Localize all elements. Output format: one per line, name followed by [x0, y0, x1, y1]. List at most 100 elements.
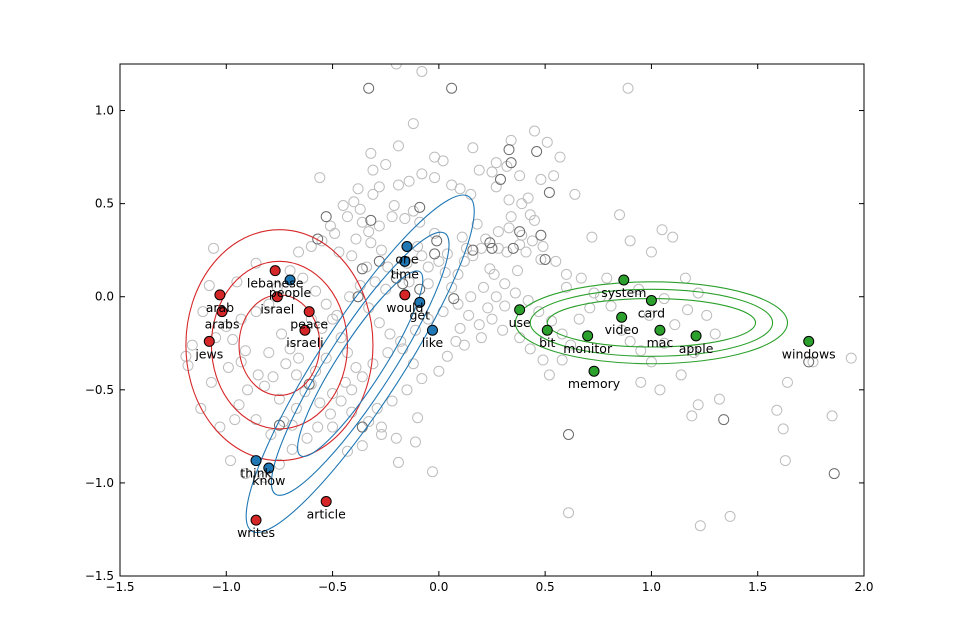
- background-point: [341, 445, 353, 457]
- background-point: [239, 345, 251, 357]
- background-point: [446, 179, 458, 191]
- word-label: one: [395, 251, 419, 266]
- background-point-dark: [320, 211, 332, 223]
- background-point: [252, 369, 264, 381]
- background-point: [373, 220, 385, 232]
- background-point: [263, 298, 275, 310]
- background-point: [686, 410, 698, 422]
- background-point: [205, 376, 217, 388]
- background-point: [654, 384, 666, 396]
- background-point: [407, 205, 419, 217]
- background-point: [535, 253, 547, 265]
- background-point: [335, 395, 347, 407]
- background-point: [320, 298, 332, 310]
- background-point: [503, 222, 515, 234]
- background-point: [314, 397, 326, 409]
- background-point: [514, 239, 526, 251]
- background-point-dark: [448, 293, 460, 305]
- background-point: [195, 402, 207, 414]
- y-tick-label: −0.5: [85, 383, 114, 397]
- word-point: [284, 274, 296, 286]
- background-point: [310, 285, 322, 297]
- background-point: [492, 226, 504, 238]
- background-point-dark: [429, 248, 441, 260]
- background-point-dark: [507, 242, 519, 254]
- background-point: [467, 142, 479, 154]
- background-point: [409, 324, 421, 336]
- background-point: [501, 160, 513, 172]
- background-point: [397, 343, 409, 355]
- background-point: [601, 272, 613, 284]
- background-point: [239, 468, 251, 480]
- background-point: [692, 287, 704, 299]
- background-point: [520, 246, 532, 258]
- background-point: [416, 65, 428, 77]
- background-point: [235, 356, 247, 368]
- background-point-dark: [431, 235, 443, 247]
- background-point: [386, 395, 398, 407]
- background-point: [524, 343, 536, 355]
- background-point: [475, 242, 487, 254]
- background-point: [367, 164, 379, 176]
- cluster-ellipse: [270, 231, 450, 496]
- background-point: [348, 196, 360, 208]
- word-label: peace: [290, 317, 328, 332]
- background-point: [514, 170, 526, 182]
- word-point: [616, 311, 628, 323]
- background-point: [365, 237, 377, 249]
- background-point: [327, 388, 339, 400]
- word-label: monitor: [563, 341, 613, 356]
- word-point: [588, 365, 600, 377]
- background-point: [475, 332, 487, 344]
- background-point: [616, 324, 628, 336]
- background-point: [556, 354, 568, 366]
- background-point: [208, 242, 220, 254]
- background-point: [667, 231, 679, 243]
- background-point: [537, 354, 549, 366]
- y-tick-label: −1.5: [85, 569, 114, 583]
- x-tick-label: −0.5: [318, 580, 347, 594]
- background-point: [645, 246, 657, 258]
- background-point: [327, 421, 339, 433]
- background-point: [486, 166, 498, 178]
- background-point-dark: [352, 291, 364, 303]
- word-point: [303, 306, 315, 318]
- background-point: [416, 250, 428, 262]
- word-label: writes: [237, 525, 275, 540]
- background-point: [363, 226, 375, 238]
- background-point: [203, 280, 215, 292]
- background-point: [324, 408, 336, 420]
- word-label: arabs: [205, 317, 240, 332]
- background-point: [242, 384, 254, 396]
- background-point: [273, 393, 285, 405]
- x-tick-label: 1.0: [642, 580, 661, 594]
- background-point: [416, 168, 428, 180]
- background-point: [465, 188, 477, 200]
- background-point: [301, 432, 313, 444]
- cluster-ellipse: [245, 194, 475, 534]
- background-point: [392, 179, 404, 191]
- axis-ticks-layer: −1.5 −1.0 −0.5 0.0 0.5 1.0 1.5 2.0 −1.5 −1.0 −0.5 0…: [85, 64, 874, 594]
- background-point: [533, 306, 545, 318]
- cluster-ellipse: [297, 270, 424, 458]
- background-point: [488, 268, 500, 280]
- background-point: [312, 421, 324, 433]
- background-point: [624, 235, 636, 247]
- word-point: [269, 265, 281, 277]
- background-point: [781, 376, 793, 388]
- background-point-dark: [397, 278, 409, 290]
- background-point: [480, 233, 492, 245]
- background-point-dark: [312, 233, 324, 245]
- background-point: [471, 218, 483, 230]
- background-point: [263, 347, 275, 359]
- background-point: [276, 328, 288, 340]
- cluster-ellipse: [514, 281, 789, 365]
- background-point-dark: [484, 237, 496, 249]
- word-label: like: [422, 335, 444, 350]
- background-point: [403, 276, 415, 288]
- background-point: [341, 211, 353, 223]
- x-tick-label: −1.0: [212, 580, 241, 594]
- background-point: [490, 157, 502, 169]
- background-point: [186, 339, 198, 351]
